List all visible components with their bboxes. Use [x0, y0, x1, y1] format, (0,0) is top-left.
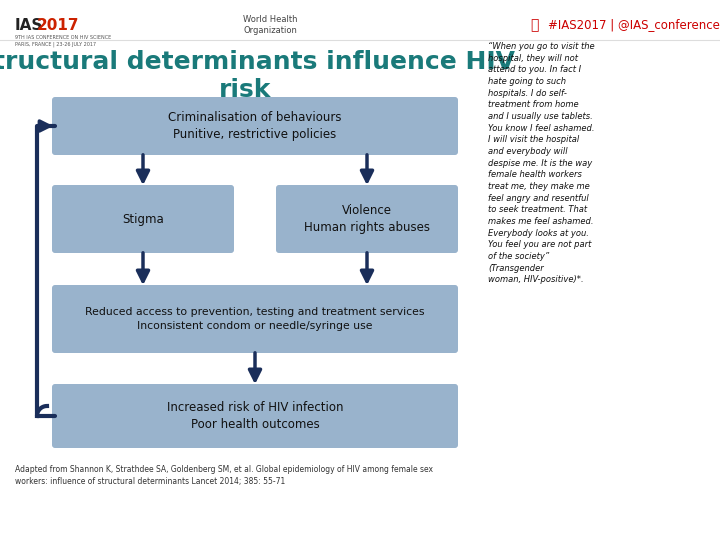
Text: 9TH IAS CONFERENCE ON HIV SCIENCE
PARIS, FRANCE | 23-26 JULY 2017: 9TH IAS CONFERENCE ON HIV SCIENCE PARIS,…: [15, 35, 112, 46]
Text: “When you go to visit the
hospital, they will not
attend to you. In fact I
hate : “When you go to visit the hospital, they…: [488, 42, 595, 284]
Text: World Health
Organization: World Health Organization: [243, 15, 297, 35]
FancyBboxPatch shape: [52, 285, 458, 353]
FancyBboxPatch shape: [276, 185, 458, 253]
Text: ␧: ␧: [530, 18, 539, 32]
Text: Violence
Human rights abuses: Violence Human rights abuses: [304, 204, 430, 234]
Text: Increased risk of HIV infection
Poor health outcomes: Increased risk of HIV infection Poor hea…: [167, 401, 343, 431]
Text: #IAS2017 | @IAS_conference: #IAS2017 | @IAS_conference: [548, 18, 720, 31]
FancyBboxPatch shape: [52, 384, 458, 448]
Text: IAS: IAS: [15, 17, 43, 32]
FancyBboxPatch shape: [52, 185, 234, 253]
Text: Structural determinants influence HIV
risk: Structural determinants influence HIV ri…: [0, 50, 515, 102]
Text: Reduced access to prevention, testing and treatment services
Inconsistent condom: Reduced access to prevention, testing an…: [85, 307, 425, 331]
Text: Criminalisation of behaviours
Punitive, restrictive policies: Criminalisation of behaviours Punitive, …: [168, 111, 342, 141]
Text: Stigma: Stigma: [122, 213, 164, 226]
Text: Adapted from Shannon K, Strathdee SA, Goldenberg SM, et al. Global epidemiology : Adapted from Shannon K, Strathdee SA, Go…: [15, 465, 433, 486]
FancyBboxPatch shape: [52, 97, 458, 155]
Text: 2017: 2017: [37, 17, 79, 32]
